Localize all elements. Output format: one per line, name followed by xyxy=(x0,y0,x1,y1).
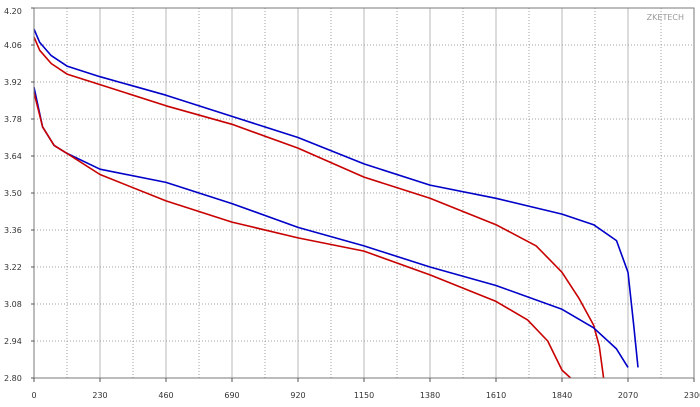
series-line-4 xyxy=(33,92,572,379)
y-tick-label: 4.06 xyxy=(4,41,22,50)
y-tick-label: 3.50 xyxy=(4,189,22,198)
series-line-2 xyxy=(33,36,605,379)
x-tick-label: 1840 xyxy=(552,391,572,400)
x-tick-label: 920 xyxy=(290,391,305,400)
x-tick-label: 1610 xyxy=(486,391,506,400)
x-tick-label: 1150 xyxy=(354,391,374,400)
series-line-1 xyxy=(33,28,639,368)
x-tick-label: 2300 xyxy=(684,391,700,400)
x-tick-label: 1380 xyxy=(420,391,440,400)
x-tick-label: 460 xyxy=(158,391,173,400)
y-tick-label: 3.92 xyxy=(4,78,22,87)
y-tick-label: 3.22 xyxy=(4,263,22,272)
x-tick-label: 2070 xyxy=(618,391,638,400)
series-layer xyxy=(33,28,639,379)
y-tick-label: 2.80 xyxy=(4,374,22,383)
grid-layer xyxy=(34,8,694,378)
y-tick-label: 3.78 xyxy=(4,115,22,124)
axis-layer: 0 230 460 690 920 1150 1380 1610 1840 2070 2300 2.8… xyxy=(4,7,700,400)
x-tick-label: 230 xyxy=(92,391,107,400)
y-tick-label: 3.08 xyxy=(4,300,22,309)
watermark-text: ZKETECH xyxy=(647,13,684,22)
y-tick-label: 2.94 xyxy=(4,337,22,346)
y-tick-label: 3.64 xyxy=(4,152,22,161)
y-tick-label: 4.20 xyxy=(4,7,22,16)
x-tick-label: 690 xyxy=(224,391,239,400)
x-tick-label: 0 xyxy=(31,391,36,400)
y-tick-label: 3.36 xyxy=(4,226,22,235)
